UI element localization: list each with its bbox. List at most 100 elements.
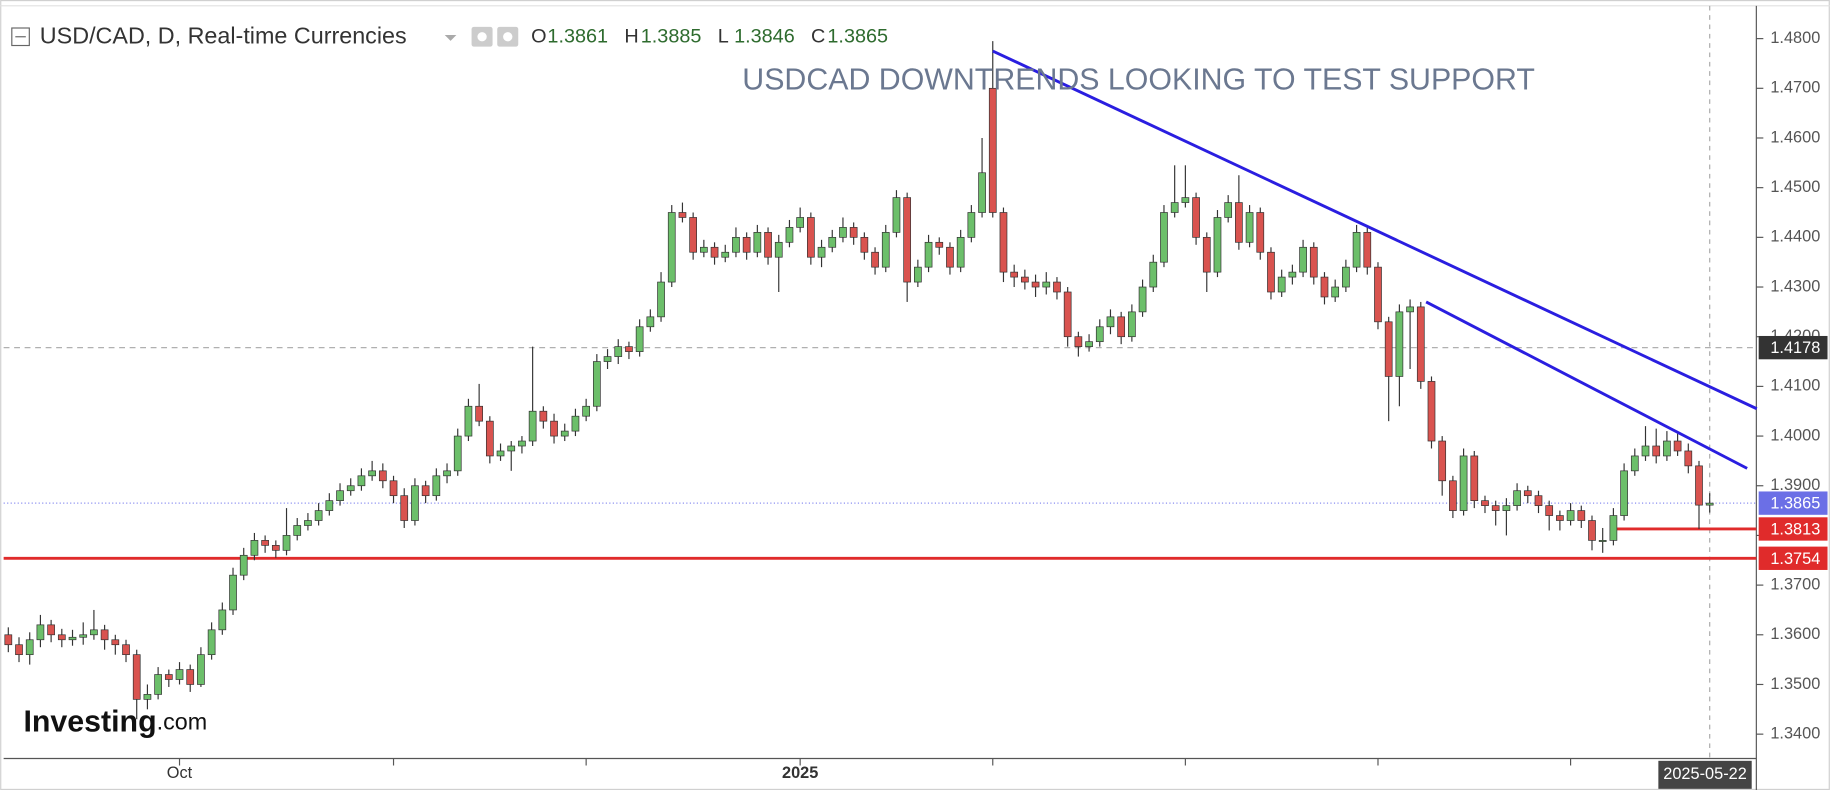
candle-body (881, 232, 890, 268)
candle-body (1406, 306, 1414, 313)
candle-body (1063, 291, 1072, 338)
candle-body (314, 510, 323, 521)
candle-body (1427, 381, 1436, 442)
candle-body (421, 485, 430, 497)
candle-body (475, 405, 483, 422)
candle-body (229, 574, 237, 611)
candle-body (1352, 232, 1361, 268)
price-label-box (1758, 517, 1828, 541)
candle-body (68, 636, 77, 641)
candle-body (699, 246, 708, 253)
candle-body (1556, 515, 1564, 521)
candle-body (1181, 197, 1190, 203)
candle-body (1481, 500, 1489, 506)
candle-body (1160, 212, 1168, 263)
candle-body (346, 485, 355, 492)
candle-body (1384, 321, 1393, 377)
candle-body (1095, 326, 1104, 343)
candle-body (378, 470, 387, 482)
y-tick-label: 1.4300 (1770, 277, 1820, 295)
annotation: USDCAD DOWNTRENDS LOOKING TO TEST SUPPOR… (742, 64, 1535, 97)
candle-body (774, 241, 783, 258)
y-tick-label: 1.4500 (1770, 178, 1820, 196)
candle-body (807, 217, 815, 258)
candle-body (1085, 341, 1093, 347)
price-label: 1.3754 (1770, 550, 1820, 568)
candle-body (635, 326, 644, 352)
candle-body (1074, 336, 1083, 347)
candle-body (1438, 440, 1447, 482)
candle-body (132, 654, 141, 700)
candle-body (122, 644, 130, 656)
candle-body (282, 535, 291, 551)
price-label-box (1758, 546, 1828, 570)
candle-body (1545, 505, 1554, 516)
price-label: 1.3865 (1770, 495, 1820, 513)
candle-body (1502, 505, 1511, 511)
candle-body (592, 361, 601, 407)
candle-body (293, 525, 302, 536)
candle-body (1331, 286, 1340, 298)
candle-body (967, 212, 976, 238)
candle-body (1705, 502, 1714, 506)
candle-body (1192, 197, 1200, 238)
candle-body (946, 246, 954, 268)
y-tick-label: 1.3700 (1770, 575, 1820, 593)
candle-body (1663, 440, 1671, 457)
candle-body (496, 450, 505, 457)
candle-body (368, 470, 376, 477)
dropdown-icon[interactable] (444, 35, 457, 41)
candle-body (1513, 490, 1521, 506)
y-tick-label: 1.3500 (1770, 675, 1820, 693)
candle-body (1299, 246, 1307, 273)
candle-body (239, 554, 248, 576)
candle-body (1256, 212, 1265, 253)
candle-body (1320, 276, 1329, 298)
candle-body (1170, 202, 1179, 213)
price-label: 1.4178 (1770, 339, 1820, 357)
candle-body (1288, 271, 1297, 278)
candle-body (828, 236, 837, 248)
plot-area (3, 5, 1758, 759)
candle-body (1395, 311, 1404, 377)
candle-body (871, 251, 879, 268)
candle-body (1630, 455, 1639, 472)
candle-body (1277, 276, 1286, 293)
candle-body (357, 475, 366, 487)
ohlc-value: 1.3885 (641, 26, 702, 48)
candle-body (1106, 316, 1115, 328)
candle-body (36, 624, 45, 641)
collapse-button[interactable] (11, 27, 30, 47)
x-tick-label: 2025 (782, 764, 818, 782)
candle-body (207, 629, 216, 656)
candle-body (785, 227, 794, 243)
candle-body (1534, 495, 1543, 506)
candle-body (1235, 202, 1243, 243)
trendline (1425, 300, 1748, 470)
candle-body (485, 420, 494, 457)
candle-body (614, 346, 623, 357)
date-label: 2025-05-22 (1663, 765, 1747, 783)
candle-body (464, 405, 473, 437)
candle-body (999, 212, 1008, 273)
candle-body (1042, 281, 1051, 288)
candle-body (325, 500, 334, 511)
candle-body (411, 485, 419, 521)
candle-body (849, 227, 858, 238)
candle-body (560, 430, 569, 437)
candle-body (15, 644, 23, 656)
candle-body (250, 540, 259, 556)
candle-body (796, 217, 805, 228)
candle-body (336, 490, 344, 502)
candle-body (1673, 440, 1682, 452)
candle-body (1416, 306, 1425, 382)
candle-body (100, 629, 109, 641)
candle-body (914, 266, 922, 283)
candle-body (304, 520, 312, 526)
candle-body (261, 540, 269, 546)
candle-body (1128, 311, 1136, 338)
candle-body (1363, 232, 1372, 268)
ohlc-key: H (624, 26, 638, 48)
candle-body (1224, 202, 1233, 218)
candle-body (271, 545, 280, 551)
